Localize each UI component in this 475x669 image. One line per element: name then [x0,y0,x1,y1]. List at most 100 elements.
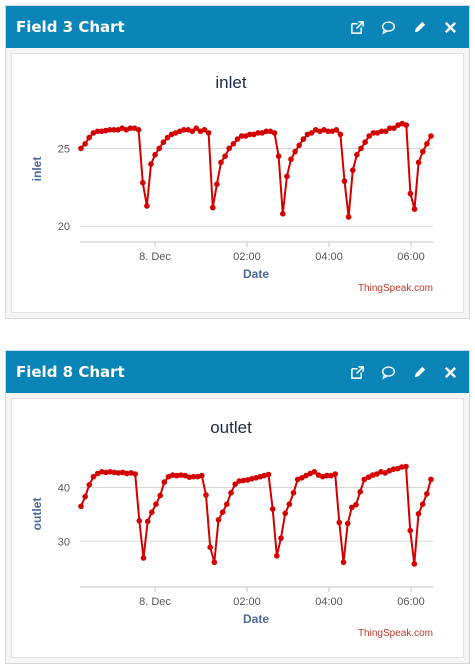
data-point [419,501,426,507]
data-point [86,482,93,488]
external-link-icon[interactable] [349,364,366,381]
outlet-line-chart: outlet 30 40 8. Dec 02:00 04:00 06:00 Date outle… [30,418,434,639]
data-point [152,151,158,158]
data-point [284,173,290,180]
data-point [321,127,327,133]
data-point [240,477,247,484]
x-tick-label: 04:00 [315,596,343,608]
data-point [341,178,348,184]
series-line [80,122,432,218]
data-point [403,463,409,470]
data-point [253,475,259,481]
data-point [99,469,105,475]
y-axis-label: outlet [30,498,44,531]
x-tick-label: 06:00 [397,251,425,263]
x-tick-label: 04:00 [315,251,343,263]
data-point [350,167,356,173]
credit-link: ThingSpeak.com [358,283,433,294]
data-point [337,131,344,138]
data-point [315,472,322,478]
data-point [144,518,151,525]
data-point [111,469,118,476]
data-point [203,492,209,498]
data-point [365,474,372,480]
data-point [275,153,282,159]
y-tick-label: 30 [58,536,70,548]
data-point [199,472,205,479]
data-point [157,492,163,499]
data-point [190,473,197,480]
close-icon[interactable] [442,364,459,381]
data-point [78,503,84,510]
field-8-panel: Field 8 Chart outlet 30 40 8. Dec 02:00 04:00… [5,350,470,664]
data-point [164,134,171,141]
panel-title: Field 3 Chart [16,18,125,36]
data-point [232,481,238,487]
data-point [219,509,226,515]
data-point [90,473,97,480]
data-point [222,153,228,159]
data-point [214,181,220,187]
data-point [328,472,334,479]
data-point [261,472,268,479]
data-point [378,128,385,135]
data-point [280,211,286,217]
data-point [94,128,101,135]
data-point [236,478,243,484]
data-point [428,476,434,483]
data-point [278,535,284,541]
data-point [238,133,245,139]
data-point [218,159,224,166]
data-point [269,506,276,512]
data-point [324,472,330,479]
data-point [288,156,294,163]
data-point [127,125,134,131]
data-point [303,472,309,479]
data-point [251,131,257,138]
data-point [399,464,405,470]
data-point [263,128,270,135]
data-point [107,127,113,133]
data-point [124,470,130,477]
data-point [340,559,347,566]
data-point [428,133,434,139]
data-point [345,214,352,220]
x-axis-label: Date [243,267,269,281]
data-point [230,141,237,147]
data-point [271,130,278,136]
external-link-icon[interactable] [349,19,366,36]
y-tick-label: 20 [58,221,70,233]
data-point [189,128,195,135]
data-point [353,501,359,508]
data-point [308,130,315,136]
data-point [296,142,303,149]
data-point [411,561,418,567]
data-point [181,127,187,133]
x-tick-label: 8. Dec [139,596,171,608]
edit-icon[interactable] [411,19,428,36]
data-point [255,130,261,136]
data-point [424,491,430,497]
data-point [144,203,150,209]
edit-icon[interactable] [411,364,428,381]
data-point [149,509,155,515]
data-point [366,133,373,139]
comment-icon[interactable] [380,364,397,381]
panel-header: Field 3 Chart [6,6,469,48]
data-point [128,470,134,476]
x-tick-label: 02:00 [233,596,261,608]
data-point [415,511,422,517]
data-point [205,130,212,136]
data-point [215,517,222,523]
comment-icon[interactable] [380,19,397,36]
data-point [407,190,414,197]
credit-link: ThingSpeak.com [358,628,433,639]
data-point [160,139,167,145]
data-point [386,468,393,474]
data-point [424,141,430,147]
data-point [286,501,293,507]
data-point [201,127,208,133]
data-point [165,473,172,480]
data-point [132,471,138,477]
close-icon[interactable] [442,19,459,36]
